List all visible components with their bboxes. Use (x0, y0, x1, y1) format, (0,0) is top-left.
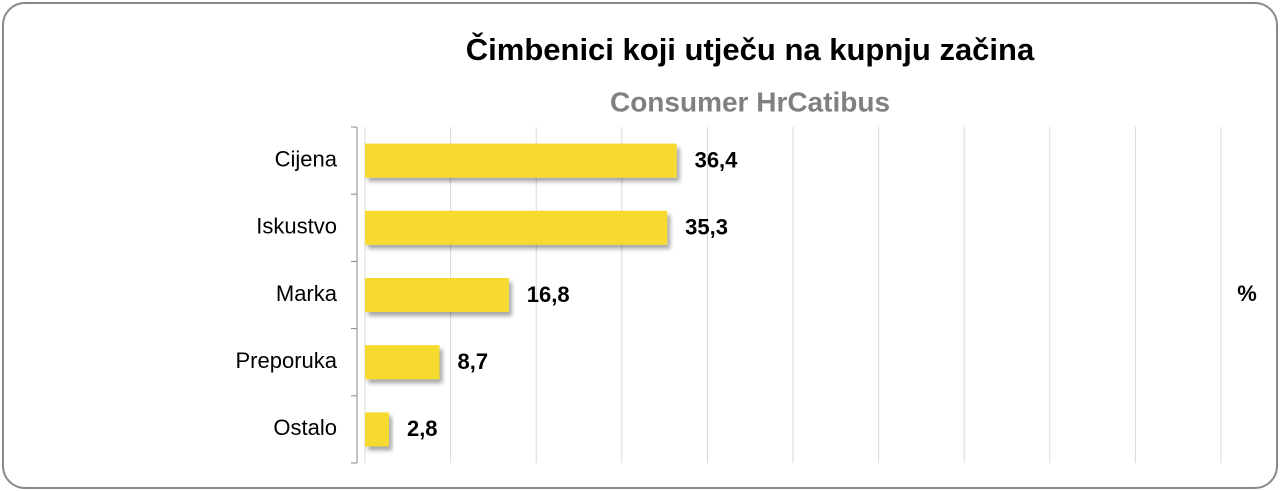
value-label: 16,8 (527, 282, 570, 307)
bar (365, 345, 440, 380)
value-label: 8,7 (457, 349, 488, 374)
bar (365, 143, 677, 178)
y-tick-label: Marka (276, 281, 338, 306)
bar (365, 412, 389, 447)
y-tick-label: Preporuka (235, 348, 337, 373)
bar (365, 278, 509, 312)
value-label: 36,4 (695, 147, 739, 172)
x-axis-label: % (1237, 281, 1257, 306)
chart-subtitle: Consumer HrCatibus (610, 86, 890, 117)
chart-title: Čimbenici koji utječu na kupnju začina (466, 31, 1035, 67)
y-tick-label: Cijena (275, 146, 338, 171)
value-label: 35,3 (685, 215, 728, 240)
value-label: 2,8 (407, 416, 438, 441)
y-tick-label: Iskustvo (256, 214, 337, 239)
bar (365, 210, 668, 245)
y-tick-label: Ostalo (273, 415, 337, 440)
